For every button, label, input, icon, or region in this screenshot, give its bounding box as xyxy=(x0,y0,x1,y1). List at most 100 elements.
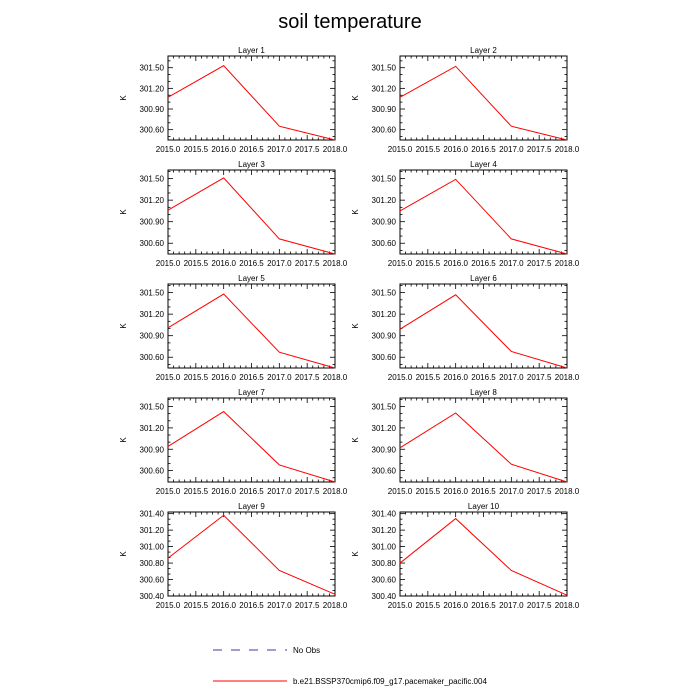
y-tick-label: 300.90 xyxy=(372,445,397,454)
plot-frame xyxy=(167,283,336,369)
y-axis-label: K xyxy=(351,209,360,215)
y-axis-label: K xyxy=(351,323,360,329)
panel-title: Layer 5 xyxy=(238,274,265,283)
series-line-layer-2 xyxy=(399,65,568,141)
y-tick-label: 300.60 xyxy=(372,239,397,248)
x-tick-label: 2016.5 xyxy=(471,373,496,382)
y-tick-label: 301.20 xyxy=(140,84,165,93)
y-tick-label: 300.90 xyxy=(372,218,397,227)
y-axis-label: K xyxy=(119,551,128,557)
y-tick-label: 301.20 xyxy=(140,310,165,319)
y-axis-label: K xyxy=(119,209,128,215)
y-tick-label: 301.50 xyxy=(140,403,165,412)
series-line-layer-6 xyxy=(399,294,568,369)
x-tick-label: 2017.5 xyxy=(527,373,552,382)
x-tick-label: 2016.5 xyxy=(239,145,264,154)
x-tick-label: 2015.0 xyxy=(388,601,413,610)
x-tick-label: 2016.5 xyxy=(239,259,264,268)
x-tick-label: 2017.5 xyxy=(295,487,320,496)
plot-frame xyxy=(399,397,568,483)
x-tick-label: 2017.0 xyxy=(267,601,292,610)
x-tick-label: 2017.0 xyxy=(267,145,292,154)
x-tick-label: 2017.5 xyxy=(295,259,320,268)
x-tick-label: 2015.0 xyxy=(156,145,181,154)
panel-title: Layer 8 xyxy=(470,388,497,397)
y-tick-label: 300.60 xyxy=(372,126,397,135)
y-tick-label: 301.50 xyxy=(140,289,165,298)
x-tick-label: 2018.0 xyxy=(555,487,580,496)
y-tick-label: 300.90 xyxy=(140,105,165,114)
x-tick-label: 2016.5 xyxy=(471,145,496,154)
x-tick-label: 2015.0 xyxy=(156,487,181,496)
panel-title: Layer 2 xyxy=(470,46,497,55)
x-tick-label: 2018.0 xyxy=(555,259,580,268)
x-tick-label: 2017.5 xyxy=(295,373,320,382)
x-tick-label: 2015.5 xyxy=(184,487,209,496)
y-tick-label: 301.50 xyxy=(372,403,397,412)
y-tick-label: 300.60 xyxy=(372,353,397,362)
x-tick-label: 2015.5 xyxy=(184,145,209,154)
panel-title: Layer 6 xyxy=(470,274,497,283)
y-axis-label: K xyxy=(351,551,360,557)
y-tick-label: 301.50 xyxy=(140,64,165,73)
y-tick-label: 300.60 xyxy=(140,239,165,248)
x-tick-label: 2017.0 xyxy=(267,373,292,382)
y-tick-label: 300.60 xyxy=(372,576,397,585)
x-tick-label: 2016.0 xyxy=(443,373,468,382)
y-tick-label: 300.60 xyxy=(140,467,165,476)
y-tick-label: 301.50 xyxy=(140,175,165,184)
x-tick-label: 2016.5 xyxy=(471,487,496,496)
x-tick-label: 2016.0 xyxy=(443,601,468,610)
x-tick-label: 2016.0 xyxy=(443,487,468,496)
x-tick-label: 2018.0 xyxy=(555,145,580,154)
x-tick-label: 2015.0 xyxy=(156,601,181,610)
x-tick-label: 2018.0 xyxy=(555,373,580,382)
x-tick-label: 2015.5 xyxy=(184,373,209,382)
y-tick-label: 301.50 xyxy=(372,175,397,184)
y-tick-label: 300.60 xyxy=(372,467,397,476)
x-tick-label: 2016.0 xyxy=(211,145,236,154)
x-tick-label: 2016.0 xyxy=(211,487,236,496)
legend: No Obs b.e21.BSSP370cmip6.f09_g17.pacema… xyxy=(213,646,487,686)
series-line-layer-5 xyxy=(167,293,336,369)
x-tick-label: 2015.0 xyxy=(388,259,413,268)
y-tick-label: 300.90 xyxy=(372,332,397,341)
plot-frame xyxy=(167,169,336,255)
y-tick-label: 301.20 xyxy=(140,526,165,535)
figure-title: soil temperature xyxy=(278,11,421,33)
y-tick-label: 301.20 xyxy=(140,196,165,205)
panel-title: Layer 7 xyxy=(238,388,265,397)
plot-frame xyxy=(167,55,336,141)
y-tick-label: 301.00 xyxy=(372,543,397,552)
panel-title: Layer 10 xyxy=(468,502,500,511)
x-tick-label: 2015.5 xyxy=(184,259,209,268)
y-tick-label: 301.50 xyxy=(372,289,397,298)
plot-frame xyxy=(399,283,568,369)
x-tick-label: 2016.0 xyxy=(443,259,468,268)
x-tick-label: 2016.0 xyxy=(211,373,236,382)
y-tick-label: 301.20 xyxy=(372,526,397,535)
y-tick-label: 300.60 xyxy=(140,126,165,135)
x-tick-label: 2015.0 xyxy=(388,145,413,154)
y-axis-label: K xyxy=(351,437,360,443)
series-line-layer-3 xyxy=(167,177,336,255)
x-tick-label: 2015.5 xyxy=(416,145,441,154)
x-tick-label: 2017.0 xyxy=(499,601,524,610)
x-tick-label: 2015.0 xyxy=(156,373,181,382)
x-tick-label: 2017.5 xyxy=(295,601,320,610)
y-axis-label: K xyxy=(119,323,128,329)
x-tick-label: 2017.5 xyxy=(527,601,552,610)
x-tick-label: 2015.0 xyxy=(388,373,413,382)
x-tick-label: 2015.5 xyxy=(416,601,441,610)
y-tick-label: 301.40 xyxy=(140,510,165,519)
